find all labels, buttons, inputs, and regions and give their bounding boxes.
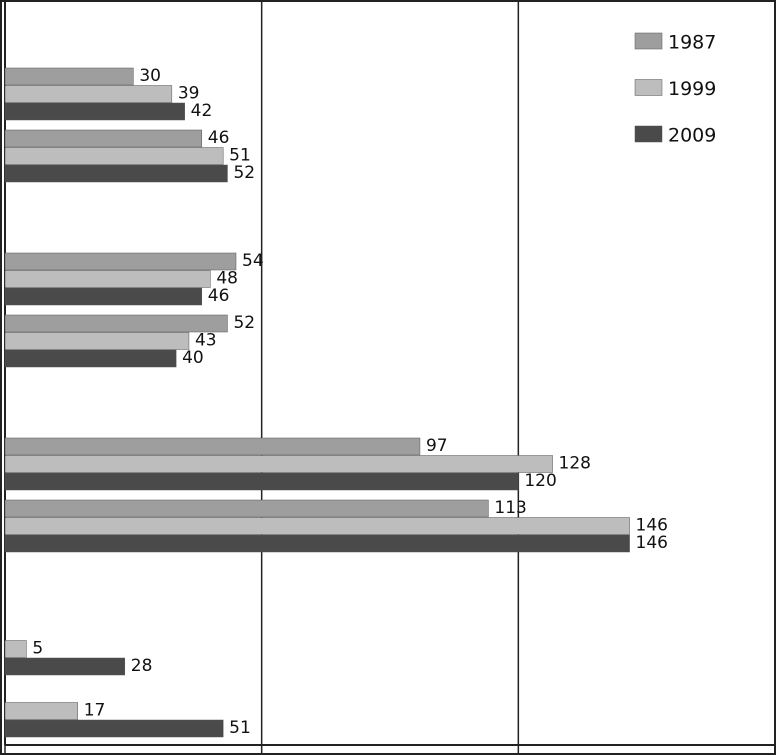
value-label: 28 bbox=[131, 656, 153, 676]
legend-swatch bbox=[634, 79, 663, 96]
bar bbox=[4, 499, 489, 518]
value-label: 46 bbox=[208, 286, 230, 306]
bar bbox=[4, 517, 630, 535]
value-label: 17 bbox=[84, 701, 106, 721]
value-label: 51 bbox=[229, 146, 251, 166]
bar bbox=[4, 67, 134, 86]
value-label: 46 bbox=[208, 128, 230, 148]
bar bbox=[4, 147, 224, 165]
bar bbox=[4, 437, 421, 456]
value-label: 43 bbox=[195, 331, 217, 351]
value-label: 40 bbox=[182, 348, 204, 368]
legend-label: 1987 bbox=[668, 32, 716, 54]
legend-swatch bbox=[634, 125, 663, 143]
value-label: 146 bbox=[636, 516, 668, 536]
value-label: 128 bbox=[559, 454, 591, 474]
value-label: 30 bbox=[139, 66, 161, 86]
value-label: 120 bbox=[524, 471, 556, 491]
bar bbox=[4, 252, 237, 271]
value-label: 52 bbox=[233, 163, 255, 183]
bar bbox=[4, 719, 224, 738]
bar bbox=[4, 332, 190, 350]
bar bbox=[4, 702, 78, 720]
value-label: 52 bbox=[233, 313, 255, 333]
bar bbox=[4, 640, 27, 658]
bar bbox=[4, 164, 228, 183]
bar bbox=[4, 102, 185, 121]
bar bbox=[4, 85, 173, 103]
bar bbox=[4, 472, 519, 491]
bar bbox=[4, 129, 203, 148]
value-label: 54 bbox=[242, 251, 264, 271]
bar bbox=[4, 314, 228, 333]
legend-swatch bbox=[634, 32, 663, 50]
value-label: 97 bbox=[426, 436, 448, 456]
bar bbox=[4, 287, 203, 306]
bar bbox=[4, 455, 553, 473]
value-label: 48 bbox=[216, 269, 238, 289]
bar bbox=[4, 349, 177, 368]
legend-label: 1999 bbox=[668, 78, 716, 100]
value-label: 5 bbox=[32, 639, 43, 659]
value-label: 42 bbox=[191, 101, 213, 121]
bar bbox=[4, 657, 126, 676]
value-label: 113 bbox=[494, 498, 526, 518]
value-label: 39 bbox=[178, 84, 200, 104]
value-label: 146 bbox=[636, 533, 668, 553]
bar bbox=[4, 534, 630, 553]
bar bbox=[4, 270, 211, 288]
value-label: 51 bbox=[229, 718, 251, 738]
legend-label: 2009 bbox=[668, 125, 716, 147]
